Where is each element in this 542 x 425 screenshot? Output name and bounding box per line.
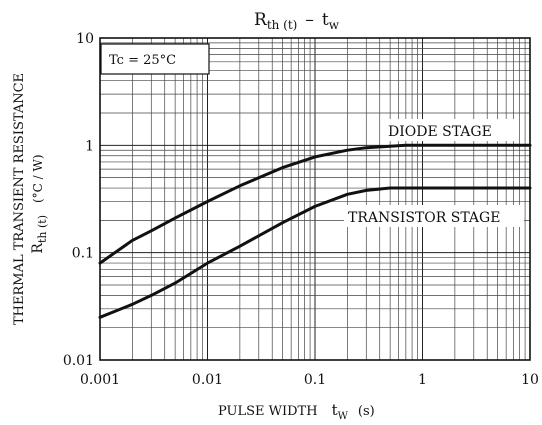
- chart-title-main: R: [254, 10, 268, 30]
- series-line-transistor: [98, 186, 532, 319]
- x-tick-label: 0.1: [304, 372, 326, 388]
- x-axis-label-unit: (s): [358, 404, 375, 419]
- x-axis-label-text: PULSE WIDTH: [218, 404, 318, 419]
- chart-title: Rth (t) – tw: [254, 10, 340, 32]
- transistor-label-bg: [344, 205, 524, 227]
- y-axis-label-symbol-sub: th (t): [36, 215, 49, 243]
- y-axis-label-line2: Rth (t) (°C / W): [30, 154, 49, 253]
- x-axis-label-symbol: t: [332, 401, 338, 419]
- series-label-diode: DIODE STAGE: [388, 124, 492, 140]
- x-tick-label: 10: [521, 372, 539, 388]
- grid-lines: [99, 38, 530, 361]
- chart-title-t: t: [322, 10, 329, 30]
- chart-title-dash: –: [305, 10, 314, 30]
- x-axis-label-symbol-sub: W: [338, 411, 349, 422]
- plot-frame: [99, 37, 531, 361]
- y-tick-labels: 0.01 0.1 1 10: [63, 31, 94, 369]
- y-tick-label: 10: [76, 31, 94, 47]
- x-tick-labels: 0.001 0.01 0.1 1 10: [80, 372, 539, 388]
- chart-title-w: w: [329, 18, 340, 32]
- condition-label: Tc = 25°C: [109, 53, 176, 68]
- y-axis-label-line1: THERMAL TRANSIENT RESISTANCE: [12, 73, 27, 325]
- y-tick-label: 0.1: [72, 246, 94, 262]
- diode-label-bg: [382, 119, 514, 141]
- y-axis-label-symbol: R: [30, 243, 46, 254]
- x-tick-label: 1: [418, 372, 427, 388]
- condition-box: [100, 43, 210, 75]
- x-axis-label: PULSE WIDTH tW (s): [218, 401, 375, 422]
- x-tick-label: 0.01: [192, 372, 223, 388]
- x-tick-label: 0.001: [80, 372, 120, 388]
- y-axis-label-unit: (°C / W): [31, 154, 45, 203]
- series-label-transistor: TRANSISTOR STAGE: [348, 210, 500, 226]
- y-tick-label: 0.01: [63, 353, 94, 369]
- y-tick-label: 1: [85, 138, 94, 154]
- series-curves: [98, 143, 532, 319]
- series-line-diode: [98, 143, 532, 265]
- chart-title-sub: th (t): [267, 18, 298, 32]
